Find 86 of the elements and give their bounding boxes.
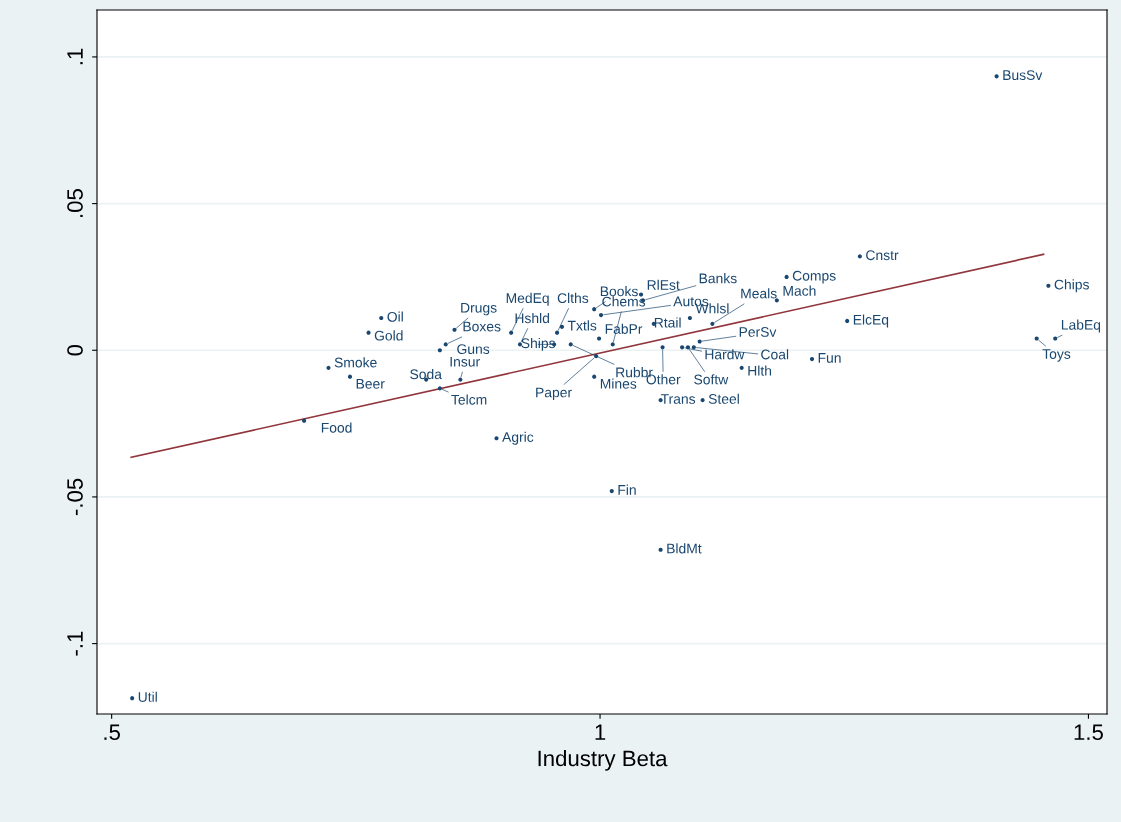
point	[857, 254, 862, 259]
annotation: Coal	[761, 349, 789, 360]
annotation: Rtail	[654, 317, 681, 328]
annotation: Cnstr	[866, 250, 899, 261]
annotation: Fin	[618, 484, 636, 495]
annotation: Paper	[536, 387, 572, 401]
annotation: Util	[138, 691, 157, 702]
annotation: Drugs	[461, 302, 497, 316]
annotation: Insur	[450, 356, 480, 367]
annotation: Smoke	[334, 357, 377, 368]
annotation: Telcm	[451, 394, 487, 405]
point	[379, 315, 384, 321]
annotation: Hardw	[705, 349, 745, 360]
point	[437, 348, 442, 353]
annotation: Banks	[699, 273, 737, 284]
annotation: Agric	[502, 431, 534, 445]
annotation: Mines	[600, 378, 637, 389]
point	[437, 386, 442, 391]
point	[658, 547, 663, 552]
x-tick-label: .5	[104, 724, 120, 741]
y-tick-label: 0	[67, 344, 83, 356]
point	[494, 436, 499, 441]
annotation: Clths	[557, 292, 589, 304]
annotation: Comps	[792, 270, 836, 284]
point	[568, 342, 573, 347]
point	[691, 345, 696, 350]
annotation: Trans	[660, 394, 696, 404]
annotation: PerSv	[739, 327, 777, 337]
x-tick-label: 1	[595, 724, 606, 740]
point	[700, 398, 705, 403]
y-tick-label: .1	[67, 48, 83, 65]
annotation: Txtls	[567, 320, 597, 331]
point	[739, 365, 744, 370]
point	[452, 327, 457, 332]
x-tick-label: 1.5	[1074, 724, 1103, 741]
point	[302, 418, 307, 423]
annotation: LabEq	[1061, 319, 1101, 333]
annotation: BusSv	[1003, 70, 1043, 81]
point	[443, 342, 448, 347]
annotation: Books	[600, 286, 638, 297]
annotation: Soda	[410, 368, 442, 380]
annotation: ElcEq	[853, 314, 889, 328]
annotation: Fun	[818, 353, 841, 363]
annotation: MedEq	[506, 292, 549, 306]
annotation: Beer	[356, 379, 385, 389]
point	[784, 274, 789, 280]
annotation: Mach	[783, 285, 816, 296]
annotation: Meals	[741, 288, 777, 299]
point	[598, 312, 604, 318]
annotation: Toys	[1042, 349, 1071, 362]
point	[596, 336, 602, 341]
annotation: Oil	[387, 311, 403, 322]
y-tick-label: -.05	[67, 478, 83, 516]
annotation: Guns	[457, 344, 490, 354]
point	[326, 365, 331, 370]
point	[130, 696, 135, 701]
point	[1046, 283, 1051, 288]
annotation: Ships	[521, 337, 556, 351]
point	[1053, 336, 1058, 341]
annotation: Steel	[708, 393, 739, 404]
point	[710, 321, 715, 326]
point	[845, 318, 850, 324]
annotation: Boxes	[463, 321, 501, 332]
annotation: BldMt	[667, 543, 702, 554]
point	[347, 374, 353, 379]
point	[994, 74, 999, 79]
point	[687, 315, 692, 321]
annotation: Chems	[602, 296, 646, 307]
annotation: Chips	[1054, 279, 1089, 293]
point	[609, 488, 614, 494]
point	[680, 345, 685, 350]
point	[610, 342, 615, 347]
point	[554, 330, 560, 335]
point	[592, 307, 597, 312]
x-axis-title: Industry Beta	[538, 749, 668, 771]
annotation: Gold	[374, 330, 403, 341]
point	[592, 374, 597, 379]
y-tick-label: -.1	[67, 631, 83, 656]
y-tick-label: .05	[67, 189, 83, 218]
annotation: Hshld	[515, 312, 550, 324]
annotation: Softw	[694, 374, 729, 385]
annotation: Hlth	[748, 365, 772, 376]
point	[509, 330, 514, 335]
annotation: FabPr	[605, 323, 643, 334]
annotation: Food	[321, 422, 352, 433]
annotation: RlEst	[647, 279, 680, 290]
